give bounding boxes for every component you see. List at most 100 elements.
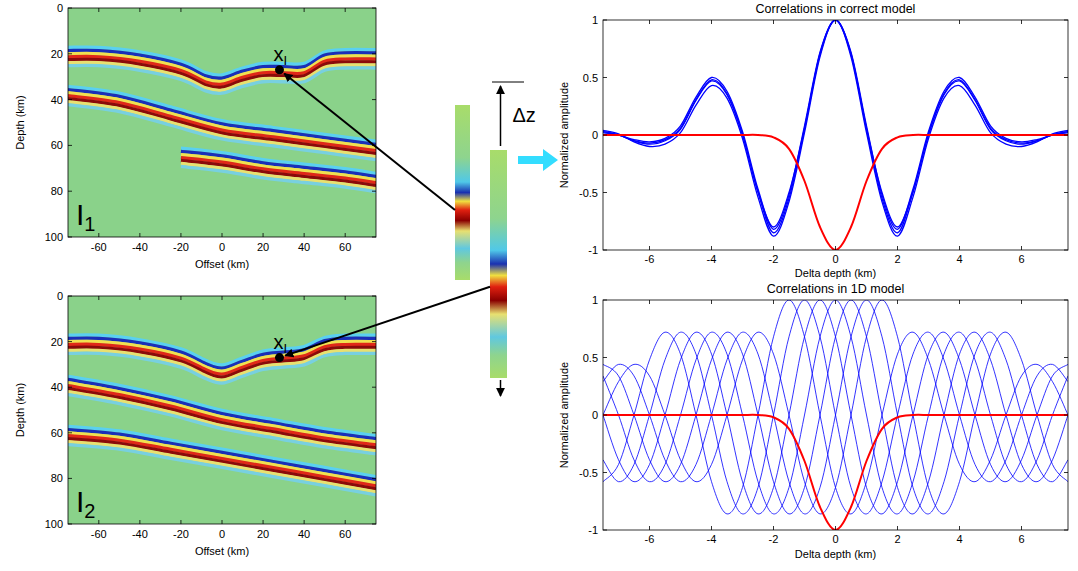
y-axis-title: Depth (km) [14,383,26,437]
x-tick [649,526,650,530]
plot-data [68,335,376,495]
y-tick [1064,530,1068,531]
series-line [603,300,1068,514]
x-tick [773,300,774,304]
series-line [603,20,1068,227]
series-line [603,300,1068,514]
y-tick [372,99,376,100]
y-tick [603,530,607,531]
y-tick [68,145,72,146]
x-tick-label: 0 [219,528,225,540]
y-tick [372,478,376,479]
plot-frame [68,296,376,524]
y-tick-label: 20 [51,48,63,60]
y-axis-title: Normalized amplitude [558,82,570,188]
y-tick-label: 40 [51,94,63,106]
plot-background [603,20,1068,250]
y-tick [603,192,607,193]
series-line [603,20,1068,229]
y-tick [1064,472,1068,473]
y-tick-label: -0.5 [579,187,598,199]
x-tick-label: -20 [173,528,189,540]
x-tick-label: 0 [832,533,838,545]
y-tick [372,237,376,238]
x-tick [222,8,223,12]
y-tick [372,387,376,388]
y-tick [372,8,376,9]
reflector [68,353,376,383]
x-tick-label: -2 [769,533,779,545]
x-tick [959,300,960,304]
y-tick [68,296,72,297]
chart-title: Correlations in 1D model [767,282,905,296]
y-tick [372,341,376,342]
shift-label: Δz [513,104,536,126]
x-tick-label: -40 [132,241,148,253]
y-tick [372,296,376,297]
y-tick-label: 80 [51,185,63,197]
x-tick-label: -4 [707,253,717,265]
x-tick [139,520,140,524]
panel-label: I2 [76,485,95,522]
x-tick [959,246,960,250]
x-tick-label: 2 [894,253,900,265]
series-line [603,300,1068,514]
plot-data [603,20,1068,250]
panel-label-sub: 2 [84,500,95,522]
x-tick [835,246,836,250]
x-tick [897,526,898,530]
y-tick [1064,192,1068,193]
x-tick [711,300,712,304]
image-background [68,8,376,237]
x-tick [222,296,223,300]
series-line [603,20,1068,236]
x-tick [835,526,836,530]
y-tick-label: 80 [51,472,63,484]
y-tick [68,237,72,238]
y-tick-label: -1 [588,244,598,256]
y-tick-label: 20 [51,336,63,348]
shift-diagram: Δz [284,74,558,396]
x-tick [959,20,960,24]
y-tick-label: -0.5 [579,467,598,479]
page: {"chart_data": [ {"type": "image", "labe… [0,0,1078,571]
point-label-sub: I [283,341,287,356]
y-tick-label: 40 [51,381,63,393]
x-tick [649,246,650,250]
x-tick [263,296,264,300]
x-tick [98,8,99,12]
x-tick [180,520,181,524]
panel-2: Correlations in correct model-6-4-20246-… [558,2,1068,279]
x-tick-label: -60 [91,241,107,253]
y-tick-label: 0.5 [583,72,598,84]
x-tick [649,300,650,304]
y-tick [68,8,72,9]
plot-data [68,47,376,192]
reflector [181,166,376,191]
x-tick-label: -2 [769,253,779,265]
x-tick [897,300,898,304]
y-tick [1064,77,1068,78]
y-tick [372,524,376,525]
y-tick [603,415,607,416]
y-tick [603,250,607,251]
point-label: xI [273,331,287,356]
series-line [603,300,1068,514]
x-tick [139,8,140,12]
x-tick-label: -6 [645,533,655,545]
x-tick [711,526,712,530]
y-tick [1064,300,1068,301]
reflector [181,161,376,186]
y-tick [372,432,376,433]
x-tick [1021,526,1022,530]
x-tick-label: 20 [257,241,269,253]
shift-arrow [500,86,502,146]
x-tick-label: 20 [257,528,269,540]
panel-0: xII1-60-40-200204060020406080100Offset (… [14,2,376,270]
series-line [603,135,1068,250]
y-tick [603,357,607,358]
x-tick [1021,246,1022,250]
x-tick-label: 6 [1018,253,1024,265]
y-tick-label: 1 [592,14,598,26]
x-tick [180,8,181,12]
